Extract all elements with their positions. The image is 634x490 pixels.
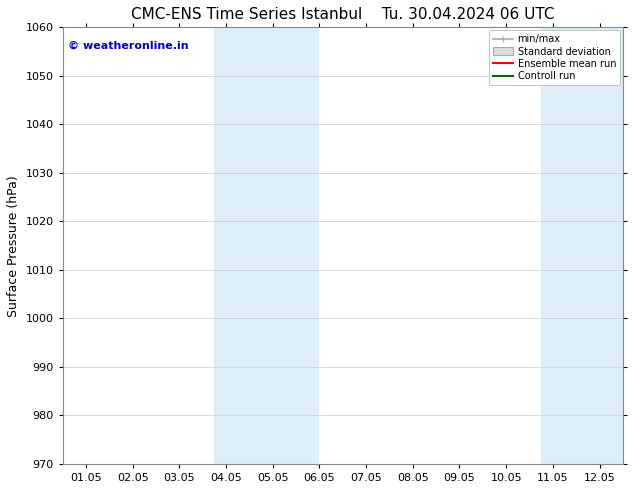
- Bar: [541, 27, 576, 464]
- Bar: [214, 27, 249, 464]
- Bar: [249, 27, 320, 464]
- Text: © weatheronline.in: © weatheronline.in: [68, 40, 189, 50]
- Title: CMC-ENS Time Series Istanbul    Tu. 30.04.2024 06 UTC: CMC-ENS Time Series Istanbul Tu. 30.04.2…: [131, 7, 555, 22]
- Bar: [576, 27, 623, 464]
- Y-axis label: Surface Pressure (hPa): Surface Pressure (hPa): [7, 175, 20, 317]
- Legend: min/max, Standard deviation, Ensemble mean run, Controll run: min/max, Standard deviation, Ensemble me…: [489, 30, 620, 85]
